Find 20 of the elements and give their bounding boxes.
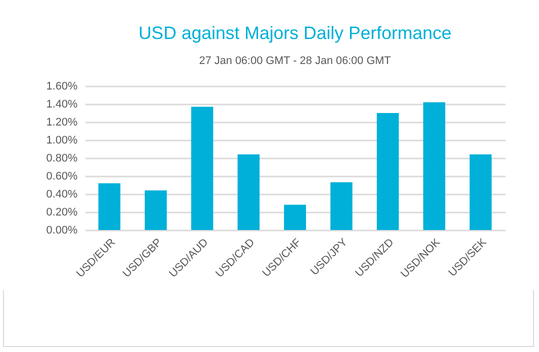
y-tick-label: 1.40% (46, 98, 78, 110)
bar (238, 154, 260, 230)
y-tick-label: 0.00% (46, 224, 78, 236)
y-tick-label: 0.40% (46, 188, 78, 200)
bar (284, 204, 306, 230)
bar (191, 106, 214, 230)
chart-title: USD against Majors Daily Performance (138, 23, 452, 43)
bar (423, 102, 446, 230)
y-tick-label: 0.80% (46, 152, 78, 164)
y-tick-label: 1.60% (46, 80, 78, 92)
bar (98, 183, 120, 230)
y-tick-label: 0.20% (46, 206, 78, 218)
y-tick-label: 1.20% (46, 116, 78, 128)
y-tick-label: 0.60% (46, 170, 78, 182)
bar (144, 190, 167, 230)
bar (470, 154, 492, 230)
y-tick-label: 1.00% (46, 134, 78, 146)
bar (330, 182, 352, 230)
bar (376, 113, 399, 230)
chart-subtitle: 27 Jan 06:00 GMT - 28 Jan 06:00 GMT (199, 55, 392, 67)
